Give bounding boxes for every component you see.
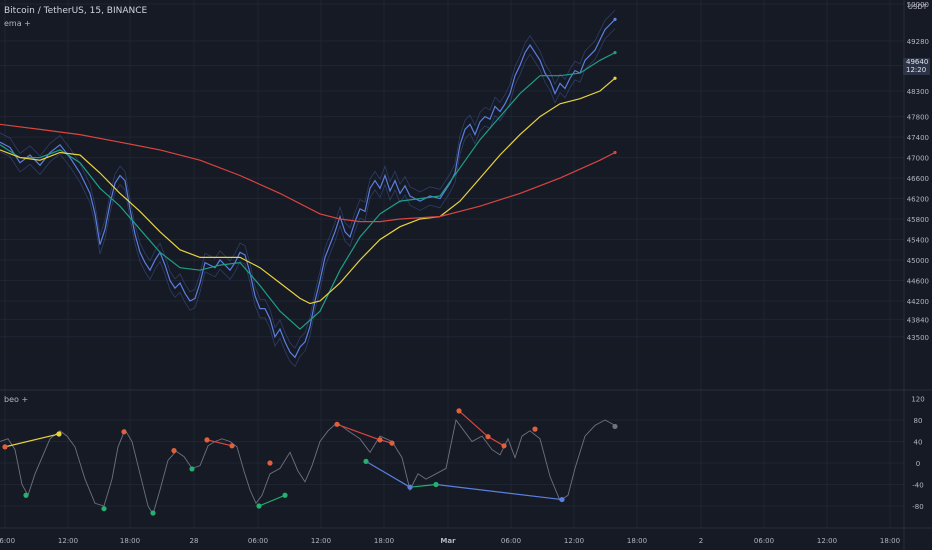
y-tick-label: 45800 <box>907 216 929 224</box>
x-tick-label: 06:00 <box>501 537 521 545</box>
y-tick-label: 47000 <box>907 155 929 163</box>
x-tick-label: 06:00 <box>248 537 268 545</box>
ema-yellow-line <box>0 77 616 305</box>
signal-dot <box>23 492 29 498</box>
signal-dot <box>363 458 369 464</box>
osc-y-tick-label: 80 <box>914 417 923 425</box>
ema-teal-line <box>0 52 616 330</box>
last-price: 49640 <box>906 58 929 66</box>
y-tick-label: 47800 <box>907 114 929 122</box>
y-tick-label: 50000 <box>907 1 929 9</box>
signal-dot <box>256 503 262 509</box>
divergence-line <box>258 494 286 507</box>
y-tick-label: 46200 <box>907 196 929 204</box>
price-line-fast <box>0 18 616 359</box>
divergence-line <box>409 483 437 488</box>
x-tick-label: 06:00 <box>754 537 774 545</box>
x-tick-label: 12:00 <box>564 537 584 545</box>
signal-dot <box>56 431 62 437</box>
divergence-line <box>365 460 411 488</box>
signal-dot <box>204 437 210 443</box>
divergence-line <box>458 410 489 438</box>
signal-dot <box>171 448 177 454</box>
signal-dot <box>150 510 156 516</box>
last-price-tag: 49640 12:20 <box>903 58 930 75</box>
grid <box>0 0 904 528</box>
signal-dot <box>267 460 273 466</box>
currency-unit: USDT <box>907 3 927 11</box>
y-tick-label: 44600 <box>907 277 929 285</box>
divergence-line <box>4 433 60 448</box>
ema-red-line <box>0 123 616 223</box>
signal-dot <box>229 443 235 449</box>
signal-dot <box>485 434 491 440</box>
symbol-title[interactable]: Bitcoin / TetherUS, 15, BINANCE <box>4 6 148 16</box>
x-tick-label: Mar <box>440 537 456 545</box>
divergence-line <box>487 436 505 447</box>
x-tick-label: 2 <box>699 537 703 545</box>
x-tick-label: 12:00 <box>58 537 78 545</box>
y-tick-label: 43840 <box>907 316 929 324</box>
y-tick-label: 49280 <box>907 38 929 46</box>
x-tick-label: 28 <box>190 537 199 545</box>
signal-dot <box>377 437 383 443</box>
divergence-line <box>435 483 563 501</box>
divergence-line <box>336 423 381 441</box>
y-tick-label: 45400 <box>907 237 929 245</box>
osc-y-tick-label: -40 <box>912 482 923 490</box>
price-pane[interactable] <box>0 9 617 368</box>
osc-y-tick-label: 0 <box>916 460 920 468</box>
upper-band-line <box>0 9 616 349</box>
signal-dot <box>2 444 8 450</box>
x-tick-label: 18:00 <box>374 537 394 545</box>
x-tick-label: 12:00 <box>817 537 837 545</box>
x-tick-label: 12:00 <box>311 537 331 545</box>
series-end-dot <box>613 51 617 55</box>
signal-dot <box>101 506 107 512</box>
signal-dot <box>334 421 340 427</box>
indicator-label[interactable]: ema + <box>4 19 31 28</box>
y-tick-label: 46600 <box>907 175 929 183</box>
y-tick-label: 45000 <box>907 257 929 265</box>
signal-dot <box>433 481 439 488</box>
signal-dot <box>121 429 127 435</box>
series-end-dot <box>613 17 617 21</box>
signal-dot <box>407 484 413 490</box>
oscillator-pane[interactable] <box>0 408 618 516</box>
x-tick-label: 18:00 <box>120 537 140 545</box>
x-tick-label: 18:00 <box>627 537 647 545</box>
signal-dot <box>389 440 395 446</box>
signal-dot <box>532 426 538 432</box>
signal-dot <box>282 492 288 498</box>
y-tick-label: 44200 <box>907 298 929 306</box>
series-end-dot <box>613 76 617 80</box>
oscillator-line <box>0 418 616 516</box>
signal-dot <box>559 496 565 503</box>
bar-countdown: 12:20 <box>906 66 927 74</box>
osc-y-tick-label: 120 <box>911 396 924 404</box>
y-tick-label: 43500 <box>907 334 929 342</box>
x-tick-label: 18:00 <box>880 537 900 545</box>
y-tick-label: 48300 <box>907 88 929 96</box>
osc-y-tick-label: -80 <box>912 503 923 511</box>
series-end-dot <box>613 150 617 155</box>
divergence-line <box>206 439 233 447</box>
signal-dot <box>612 423 618 430</box>
osc-y-tick-label: 40 <box>914 439 923 447</box>
x-tick-label: 06:00 <box>0 537 15 545</box>
signal-dot <box>501 443 507 449</box>
oscillator-label[interactable]: beo + <box>4 395 29 404</box>
y-tick-label: 47400 <box>907 134 929 142</box>
signal-dot <box>456 408 462 414</box>
signal-dot <box>189 466 195 472</box>
lower-band-line <box>0 28 616 368</box>
